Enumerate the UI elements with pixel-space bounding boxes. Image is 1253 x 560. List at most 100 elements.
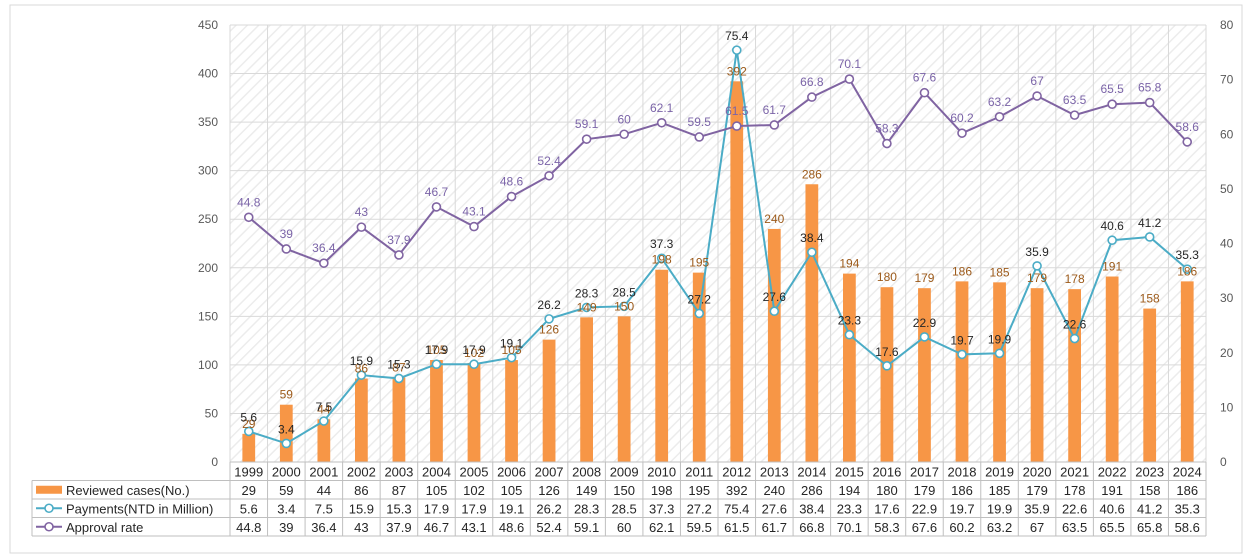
approval-rate-data-label: 63.2 (988, 95, 1012, 109)
x-category-label: 2020 (1023, 464, 1052, 479)
bar-data-label: 186 (952, 264, 972, 278)
bar-data-label: 392 (727, 64, 747, 78)
table-cell: 41.2 (1137, 501, 1162, 516)
approval-rate-point (544, 170, 554, 181)
bar-data-label: 126 (539, 323, 559, 337)
x-category-label: 2022 (1098, 464, 1127, 479)
table-cell: 185 (989, 483, 1011, 498)
table-cell: 35.3 (1175, 501, 1200, 516)
approval-rate-data-label: 59.1 (575, 117, 599, 131)
table-cell: 186 (951, 483, 973, 498)
approval-rate-point (281, 244, 292, 254)
y-right-tick-label: 70 (1220, 73, 1234, 87)
table-cell: 66.8 (799, 520, 824, 535)
approval-rate-point (394, 250, 404, 260)
payments-point (957, 349, 967, 360)
payments-data-label: 28.3 (575, 286, 599, 300)
x-category-label: 2010 (647, 464, 676, 479)
table-cell: 63.5 (1062, 520, 1087, 535)
payments-data-label: 27.2 (688, 292, 712, 306)
y-left-tick-label: 200 (198, 261, 218, 275)
approval-rate-point (844, 74, 855, 84)
x-category-label: 2017 (910, 464, 939, 479)
table-cell: 149 (576, 483, 598, 498)
table-cell: 17.9 (424, 501, 449, 516)
table-cell: 75.4 (724, 501, 749, 516)
payments-data-label: 35.9 (1025, 245, 1049, 259)
x-category-label: 2001 (309, 464, 338, 479)
approval-rate-point (619, 129, 629, 140)
table-cell: 59.1 (574, 520, 599, 535)
table-cell: 58.6 (1175, 520, 1200, 535)
table-cell: 46.7 (424, 520, 449, 535)
payments-data-label: 27.6 (763, 290, 787, 304)
bar (805, 184, 819, 463)
y-right-tick-label: 30 (1220, 291, 1234, 305)
y-left-tick-label: 100 (198, 358, 218, 372)
table-cell: 194 (839, 483, 861, 498)
table-cell: 43.1 (461, 520, 486, 535)
table-cell: 150 (613, 483, 635, 498)
approval-rate-data-label: 66.8 (800, 75, 824, 89)
bar (1143, 308, 1157, 462)
chart-frame (9, 4, 1243, 554)
payments-point (1069, 333, 1080, 344)
table-cell: 65.5 (1099, 520, 1124, 535)
bar-data-label: 286 (802, 167, 822, 181)
bar (317, 419, 331, 462)
bar-data-label: 86 (355, 361, 369, 375)
approval-rate-data-label: 61.7 (763, 103, 787, 117)
approval-rate-point (469, 221, 479, 232)
payments-line (248, 49, 1188, 445)
payments-point (882, 361, 892, 371)
payments-data-label: 22.6 (1063, 318, 1087, 332)
approval-rate-data-label: 67 (1030, 74, 1044, 88)
payments-data-label: 15.3 (387, 357, 411, 371)
bar-data-label: 179 (1027, 271, 1047, 285)
table-cell: 105 (426, 483, 448, 498)
bar-data-label: 29 (242, 417, 256, 431)
table-cell: 86 (354, 483, 368, 498)
approval-rate-data-label: 60 (617, 112, 631, 126)
x-category-label: 2002 (347, 464, 376, 479)
y-right-tick-label: 20 (1220, 346, 1234, 360)
legend-label: Approval rate (66, 520, 143, 535)
payments-data-label: 41.2 (1138, 216, 1162, 230)
approval-rate-point (356, 222, 367, 232)
legend-key-reviewed-cases (36, 485, 62, 494)
table-cell: 26.2 (536, 501, 561, 516)
bar (580, 317, 593, 462)
legend-label: Reviewed cases(No.) (66, 483, 190, 498)
y-right-tick-label: 60 (1220, 127, 1234, 141)
x-category-label: 2009 (610, 464, 639, 479)
y-left-tick-label: 0 (211, 455, 218, 469)
payments-data-label: 15.9 (350, 354, 374, 368)
payments-point (431, 359, 442, 370)
y-left-tick-label: 350 (198, 115, 218, 129)
payments-point (1032, 261, 1042, 271)
bar (655, 269, 669, 462)
bar-data-label: 105 (502, 343, 522, 357)
table-cell: 19.9 (987, 501, 1012, 516)
table-cell: 126 (538, 483, 560, 498)
table-cell: 102 (463, 483, 485, 498)
table-cell: 48.6 (499, 520, 524, 535)
x-category-label: 2023 (1135, 464, 1164, 479)
x-category-label: 2007 (535, 464, 564, 479)
y-right-tick-label: 10 (1220, 400, 1234, 414)
approval-rate-data-label: 61.5 (725, 104, 749, 118)
approval-rate-point (957, 128, 967, 138)
y-left-tick-label: 50 (205, 406, 219, 420)
table-cell: 37.9 (386, 520, 411, 535)
bar (392, 377, 406, 462)
y-left-tick-label: 450 (198, 18, 218, 32)
approval-rate-point (506, 191, 517, 202)
approval-rate-point (1032, 91, 1042, 101)
approval-rate-point (1144, 97, 1155, 108)
y-right-tick-label: 40 (1220, 237, 1234, 251)
payments-point (544, 314, 554, 324)
payments-point (844, 329, 855, 340)
table-cell: 5.6 (240, 501, 258, 516)
approval-rate-point (994, 111, 1005, 122)
